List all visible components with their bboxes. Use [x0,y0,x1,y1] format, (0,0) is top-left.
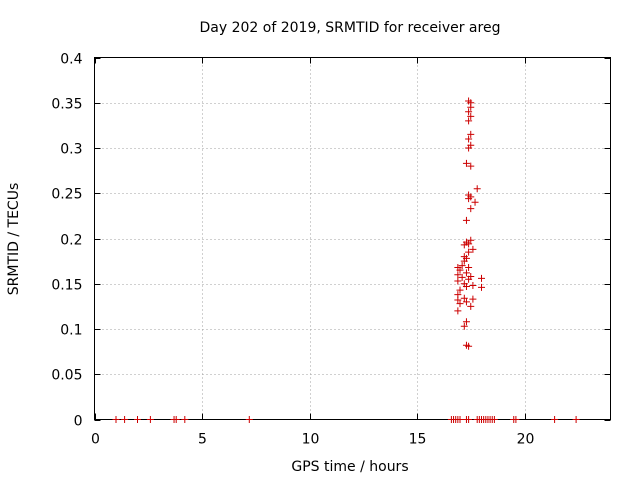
data-point-marker [146,416,154,423]
data-point-marker [460,257,468,265]
grid-lines [94,57,611,420]
data-point-marker [458,273,466,281]
data-point-marker [454,271,462,279]
data-point-marker [469,295,477,303]
data-point-marker [467,302,475,310]
data-points [112,97,580,423]
y-axis-label: SRMTID / TECUs [6,183,22,296]
data-point-marker [462,159,470,167]
data-point-marker [112,416,120,423]
data-point-marker [469,282,477,290]
data-point-marker [460,241,468,249]
y-tick-label: 0.05 [51,368,82,384]
data-point-marker [465,195,473,203]
data-point-marker [462,282,470,290]
data-point-marker [462,269,470,277]
data-point-marker [572,416,580,423]
data-point-marker [467,112,475,120]
y-tick-label: 0.3 [60,142,82,158]
data-point-marker [465,108,473,116]
data-point-marker [462,318,470,326]
y-tick-label: 0.15 [51,278,82,294]
plot-frame [94,57,611,420]
data-point-marker [465,263,473,271]
data-point-marker [469,245,477,253]
y-tick-label: 0 [74,414,83,430]
y-tick-label: 0.35 [51,97,82,113]
data-point-marker [473,185,481,193]
y-tick-label: 0.4 [60,52,82,68]
data-point-marker [456,286,464,294]
y-tick-label: 0.2 [60,233,82,249]
data-point-marker [460,322,468,330]
data-point-marker [471,198,479,206]
data-point-marker [460,294,468,302]
y-tick-labels: 0 0.05 0.1 0.15 0.2 0.25 0.3 0.35 0.4 [51,52,82,430]
data-point-marker [181,416,189,423]
data-point-marker [465,342,473,350]
data-point-marker [478,283,485,291]
chart-title: Day 202 of 2019, SRMTID for receiver are… [200,20,501,36]
data-point-marker [121,416,129,423]
data-point-marker [245,416,253,423]
x-tick-label: 5 [198,432,207,448]
data-point-marker [454,296,462,304]
x-axis-label: GPS time / hours [291,459,408,475]
x-tick-label: 20 [517,432,535,448]
data-point-marker [456,266,464,274]
data-point-marker [467,103,475,111]
data-point-marker [465,144,473,152]
data-point-marker [458,262,466,270]
data-point-marker [478,274,485,282]
data-point-marker [551,416,559,423]
data-point-marker [454,307,462,315]
data-point-marker [465,416,473,423]
x-tick-label: 0 [91,432,100,448]
data-point-marker [467,130,475,138]
data-point-marker [467,162,475,170]
data-point-marker [454,277,462,285]
data-point-marker [465,275,473,283]
x-tick-label: 15 [409,432,427,448]
data-point-marker [172,416,180,423]
y-tick-label: 0.1 [60,323,82,339]
data-point-marker [465,135,473,143]
data-point-marker [490,416,498,423]
data-point-marker [512,416,520,423]
x-tick-labels: 0 5 10 15 20 [91,432,534,448]
data-point-marker [462,216,470,224]
axis-ticks [94,57,611,421]
data-point-marker [456,300,464,308]
data-point-marker [465,117,473,125]
data-point-marker [467,205,475,213]
data-point-marker [462,298,470,306]
data-point-marker [465,248,473,256]
data-point-marker [465,240,473,248]
data-point-marker [456,416,464,423]
x-tick-label: 10 [302,432,320,448]
data-point-marker [134,416,141,423]
data-point-marker [467,236,475,244]
y-tick-label: 0.25 [51,187,82,203]
